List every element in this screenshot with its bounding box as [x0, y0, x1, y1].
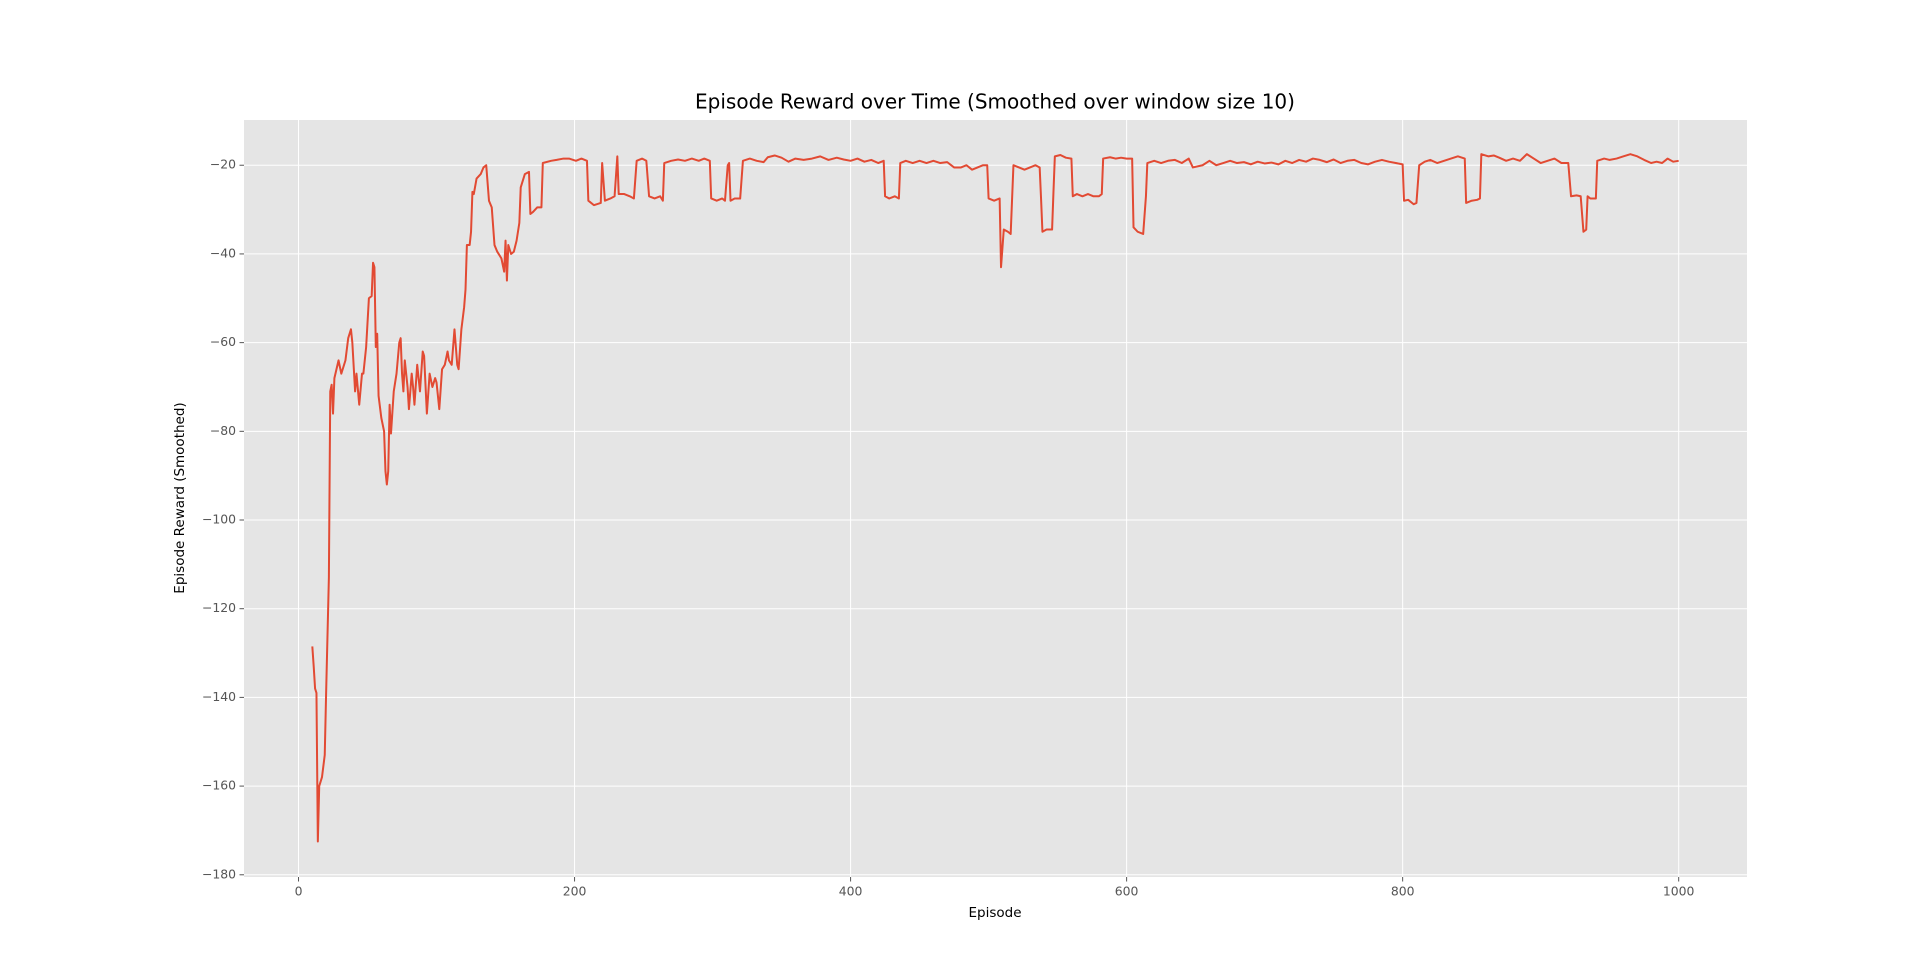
y-tick-label: −100: [202, 512, 236, 527]
y-tick-label: −120: [202, 600, 236, 615]
plot-area: [244, 120, 1747, 877]
x-tick-label: 200: [563, 884, 587, 899]
y-tick-label: −180: [202, 866, 236, 881]
x-tick-label: 400: [839, 884, 863, 899]
data-line: [311, 153, 1679, 843]
x-tick-label: 1000: [1663, 884, 1695, 899]
x-tick-label: 0: [295, 884, 303, 899]
chart-title: Episode Reward over Time (Smoothed over …: [695, 90, 1295, 114]
y-tick-label: −160: [202, 778, 236, 793]
y-tick-label: −40: [210, 245, 236, 260]
y-tick-label: −60: [210, 334, 236, 349]
y-tick-label: −20: [210, 157, 236, 172]
x-tick-label: 600: [1115, 884, 1139, 899]
x-tick-label: 800: [1391, 884, 1415, 899]
y-tick-label: −80: [210, 423, 236, 438]
y-axis-label: Episode Reward (Smoothed): [172, 402, 188, 593]
x-axis-label: Episode: [968, 905, 1021, 921]
y-tick-label: −140: [202, 689, 236, 704]
